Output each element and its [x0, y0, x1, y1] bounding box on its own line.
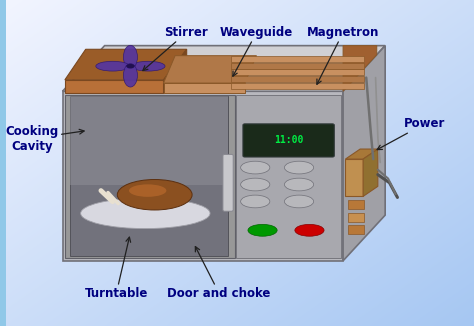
FancyBboxPatch shape	[223, 155, 233, 211]
Ellipse shape	[241, 161, 270, 174]
Ellipse shape	[248, 224, 277, 236]
Ellipse shape	[241, 178, 270, 191]
Polygon shape	[231, 76, 364, 82]
Text: Turntable: Turntable	[85, 237, 148, 300]
Ellipse shape	[295, 224, 324, 236]
Polygon shape	[65, 95, 235, 258]
Polygon shape	[348, 213, 364, 222]
Text: Waveguide: Waveguide	[220, 26, 293, 76]
Text: Magnetron: Magnetron	[307, 26, 379, 84]
Polygon shape	[237, 95, 341, 258]
Polygon shape	[348, 225, 364, 234]
Polygon shape	[70, 96, 228, 256]
Polygon shape	[164, 83, 245, 93]
Polygon shape	[343, 46, 377, 91]
Polygon shape	[231, 69, 364, 75]
Ellipse shape	[241, 195, 270, 208]
Polygon shape	[346, 149, 378, 159]
Ellipse shape	[284, 178, 314, 191]
Ellipse shape	[123, 45, 137, 69]
Polygon shape	[343, 46, 385, 261]
Text: Cooking
Cavity: Cooking Cavity	[6, 125, 84, 153]
Polygon shape	[70, 96, 228, 185]
Polygon shape	[231, 63, 364, 68]
Ellipse shape	[96, 61, 129, 71]
Text: Stirrer: Stirrer	[143, 26, 208, 71]
Polygon shape	[63, 91, 343, 261]
Ellipse shape	[117, 180, 192, 210]
Polygon shape	[348, 200, 364, 209]
Ellipse shape	[284, 161, 314, 174]
FancyBboxPatch shape	[243, 124, 334, 157]
Text: Door and choke: Door and choke	[167, 246, 271, 300]
Polygon shape	[346, 159, 363, 196]
Polygon shape	[63, 46, 385, 91]
Polygon shape	[231, 83, 364, 89]
Text: 11:00: 11:00	[274, 135, 303, 145]
Ellipse shape	[81, 198, 210, 229]
Polygon shape	[164, 49, 187, 93]
Polygon shape	[65, 49, 187, 80]
Ellipse shape	[129, 185, 166, 197]
Ellipse shape	[284, 195, 314, 208]
Ellipse shape	[126, 64, 135, 68]
Polygon shape	[65, 80, 164, 93]
Ellipse shape	[123, 64, 137, 87]
Ellipse shape	[131, 61, 165, 71]
Text: Power: Power	[377, 117, 445, 150]
Polygon shape	[363, 149, 378, 196]
Polygon shape	[164, 56, 256, 83]
Polygon shape	[231, 56, 364, 62]
